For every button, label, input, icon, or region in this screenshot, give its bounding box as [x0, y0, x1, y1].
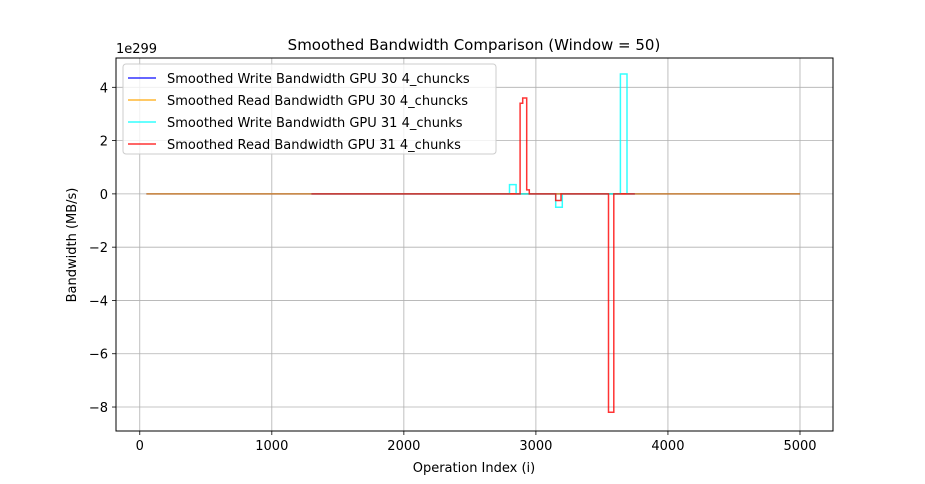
y-tick-label: −2 — [89, 241, 108, 256]
x-tick-label: 5000 — [783, 439, 816, 454]
plot-frame — [115, 57, 834, 432]
y-tick-label: −6 — [89, 348, 108, 363]
y-tick-label: 0 — [100, 188, 108, 203]
legend-label: Smoothed Read Bandwidth GPU 31 4_chunks — [167, 138, 461, 153]
legend-label: Smoothed Write Bandwidth GPU 30 4_chunck… — [167, 72, 470, 87]
legend-label: Smoothed Write Bandwidth GPU 31 4_chunks — [167, 116, 463, 131]
x-tick-label: 4000 — [651, 439, 684, 454]
y-tick-label: −8 — [89, 401, 108, 416]
y-tick-label: 2 — [100, 135, 108, 150]
x-axis-label: Operation Index (i) — [413, 461, 536, 476]
series-line-3 — [311, 73, 635, 208]
x-tick-label: 0 — [136, 439, 144, 454]
legend: Smoothed Write Bandwidth GPU 30 4_chunck… — [122, 63, 497, 155]
legend-box — [122, 63, 497, 155]
y-scale-label: 1e299 — [116, 42, 157, 57]
x-tick-label: 2000 — [387, 439, 420, 454]
series-line-4 — [311, 97, 635, 414]
y-tick-label: 4 — [100, 81, 108, 96]
chart-title: Smoothed Bandwidth Comparison (Window = … — [288, 36, 661, 54]
legend-label: Smoothed Read Bandwidth GPU 30 4_chuncks — [167, 94, 468, 109]
y-tick-label: −4 — [89, 294, 108, 309]
x-tick-label: 1000 — [255, 439, 288, 454]
series-lines — [146, 73, 800, 414]
axis-ticks: 0 1000 2000 3000 4000 5000 −8 −6 −4 −2 0 2 4 — [89, 81, 817, 454]
y-axis-label: Bandwidth (MB/s) — [65, 188, 80, 303]
x-tick-label: 3000 — [519, 439, 552, 454]
